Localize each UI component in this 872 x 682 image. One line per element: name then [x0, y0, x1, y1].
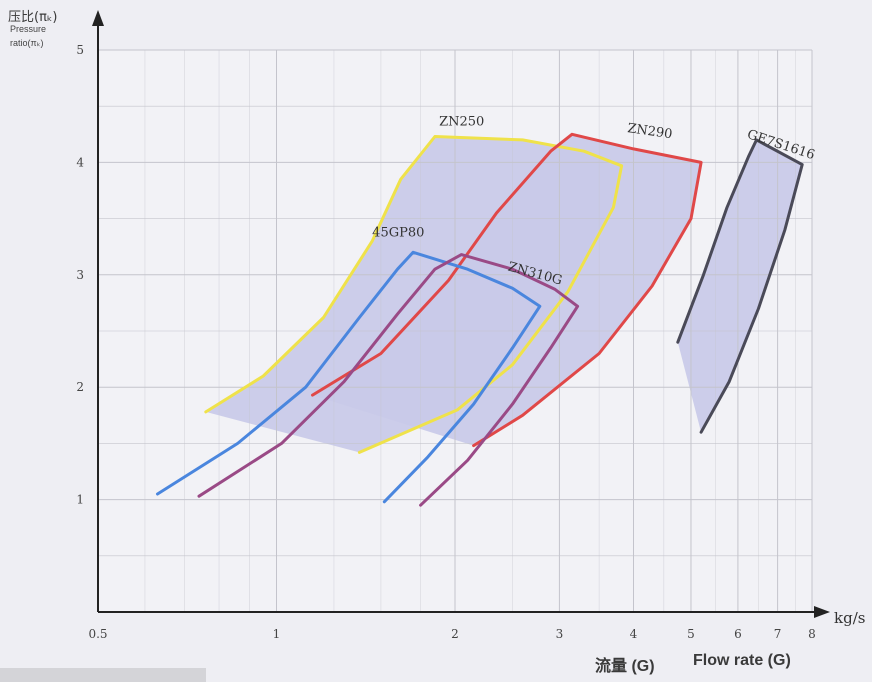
series-line-zn290: [311, 132, 703, 448]
tick-labels: 0.5 1 2 3 4 5 6 7 8 1 2 3 4 5: [76, 43, 815, 641]
y-tick-label: 1: [76, 493, 84, 507]
x-axis-unit: kg/s: [834, 609, 866, 627]
y-axis-label-chinese: 压比(πₖ): [8, 10, 58, 25]
series-line-zn250: [204, 135, 624, 454]
y-axis-label-english-line2: ratio(πₖ): [10, 38, 44, 48]
series-curves: [156, 132, 804, 507]
axes: [92, 10, 830, 618]
y-tick-label: 3: [76, 268, 84, 282]
y-axis-arrow: [92, 10, 104, 26]
series-line-zn310g: [197, 253, 580, 507]
x-tick-label: 7: [774, 627, 782, 641]
x-tick-label: 4: [630, 627, 638, 641]
footer-bar: [0, 668, 206, 682]
series-label-45gp80: 45GP80: [372, 226, 424, 241]
x-tick-label: 8: [808, 627, 816, 641]
series-label-zn250: ZN250: [439, 114, 484, 129]
y-tick-label: 5: [76, 43, 84, 57]
x-tick-label: 5: [687, 627, 695, 641]
region-fill-ge7s1616: [677, 139, 803, 433]
x-axis-arrow: [814, 606, 830, 618]
x-tick-label: 3: [556, 627, 564, 641]
region-fill-zn290: [312, 134, 702, 446]
x-tick-label: 0.5: [88, 627, 107, 641]
series-label-zn290: ZN290: [626, 121, 673, 142]
x-tick-label: 1: [273, 627, 281, 641]
x-tick-label: 2: [451, 627, 459, 641]
grid-lines: [98, 49, 813, 612]
y-tick-label: 4: [76, 155, 84, 169]
x-axis-label-chinese: 流量 (G): [595, 658, 655, 675]
y-axis-label-english-line1: Pressure: [10, 24, 47, 34]
x-axis-label-english: Flow rate (G): [693, 652, 791, 669]
series-line-ge7s1616: [676, 138, 804, 434]
series-line-45gp80: [156, 250, 542, 504]
y-tick-label: 2: [76, 380, 84, 394]
x-tick-label: 6: [734, 627, 742, 641]
